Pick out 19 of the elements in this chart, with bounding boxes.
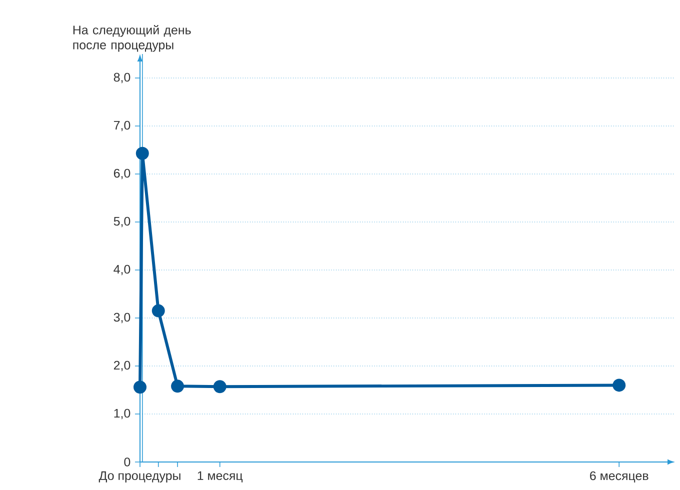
ref-line-label: На следующий день после процедуры — [73, 25, 191, 52]
x-tick-label: До процедуры — [98, 471, 180, 482]
point — [171, 380, 184, 393]
point — [213, 380, 226, 394]
y-tick-label: 0 — [124, 458, 130, 466]
point — [136, 146, 149, 160]
point — [152, 304, 165, 318]
x-tick-label: 1 месяц — [198, 471, 243, 482]
x-tick-label: 6 месяцев — [590, 471, 648, 483]
point — [134, 380, 146, 394]
y-tick-label: 8,0 — [114, 72, 130, 84]
y-tick-label: 6,0 — [114, 168, 130, 180]
y-tick-label: 7,0 — [114, 120, 130, 132]
y-tick-label: 5,0 — [114, 216, 130, 228]
y-tick-label: 2,0 — [114, 360, 130, 372]
y-tick-label: 3,0 — [114, 312, 130, 324]
y-tick-label: 4,0 — [114, 264, 130, 276]
point — [612, 378, 626, 392]
y-tick-label: 1,0 — [114, 408, 130, 420]
